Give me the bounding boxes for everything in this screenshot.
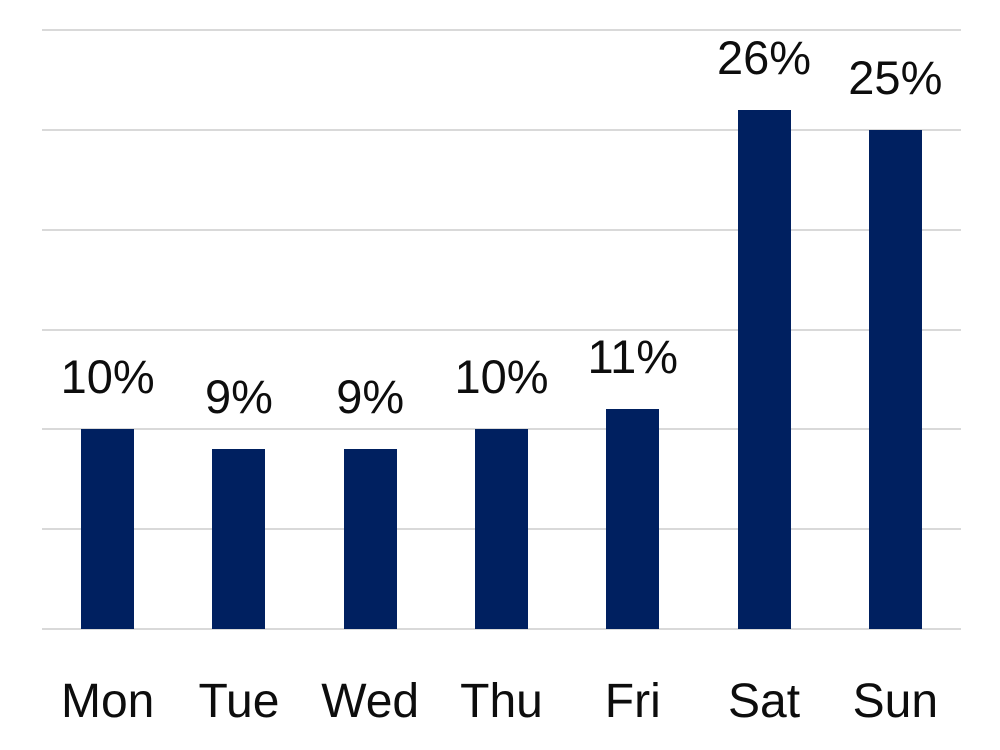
gridline-0pct bbox=[42, 628, 961, 630]
value-label-fri: 11% bbox=[587, 330, 679, 384]
gridline-15pct bbox=[42, 328, 961, 331]
x-axis-label-thu: Thu bbox=[460, 675, 543, 728]
x-axis-label-mon: Mon bbox=[60, 675, 155, 728]
bar-tue bbox=[212, 449, 266, 629]
x-axis-label-sun: Sun bbox=[852, 675, 939, 728]
value-label-sun: 25% bbox=[848, 50, 943, 104]
bar-wed bbox=[343, 449, 397, 629]
x-axis-label-sat: Sat bbox=[728, 675, 801, 728]
bar-mon bbox=[81, 429, 135, 629]
value-label-mon: 10% bbox=[60, 350, 155, 404]
bar-fri bbox=[606, 409, 660, 629]
value-label-tue: 9% bbox=[204, 370, 273, 424]
gridline-20pct bbox=[42, 228, 961, 231]
x-axis-label-wed: Wed bbox=[321, 675, 420, 728]
x-axis-label-fri: Fri bbox=[604, 675, 661, 728]
bar-sat bbox=[737, 109, 791, 629]
value-label-sat: 26% bbox=[717, 30, 812, 84]
bar-thu bbox=[475, 429, 528, 629]
gridline-30pct bbox=[42, 29, 961, 31]
value-label-thu: 10% bbox=[454, 350, 549, 404]
bar-sun bbox=[868, 129, 922, 629]
gridline-25pct bbox=[42, 128, 961, 131]
x-axis-label-tue: Tue bbox=[198, 675, 280, 728]
value-label-wed: 9% bbox=[336, 370, 405, 424]
